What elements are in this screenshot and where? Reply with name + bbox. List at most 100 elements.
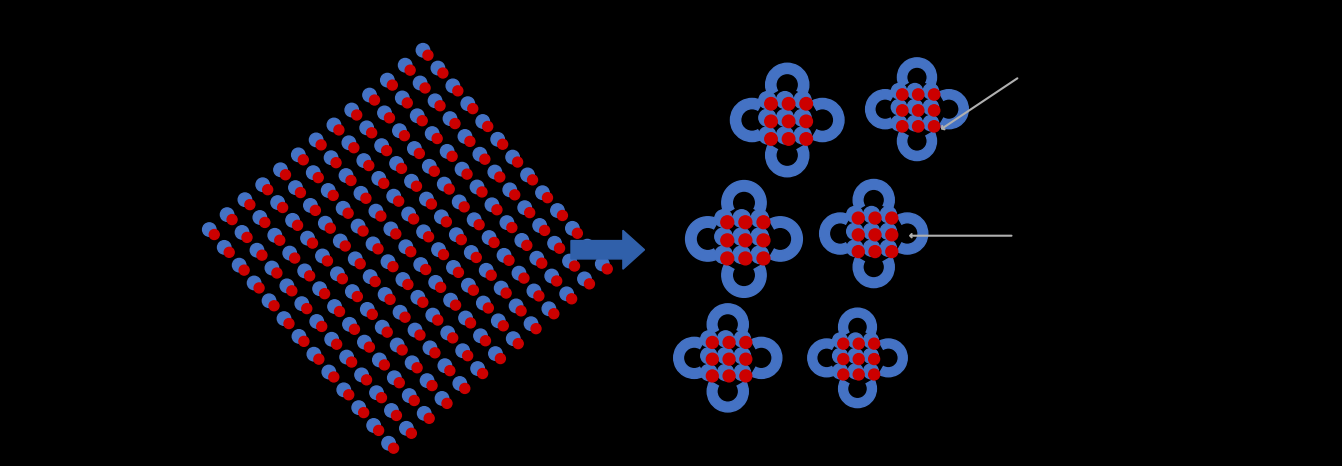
Wedge shape — [722, 180, 766, 214]
Circle shape — [452, 195, 466, 209]
Circle shape — [378, 288, 392, 301]
Circle shape — [505, 255, 514, 265]
Circle shape — [334, 125, 344, 135]
Circle shape — [501, 288, 511, 298]
Circle shape — [256, 250, 267, 260]
Circle shape — [280, 170, 290, 180]
Circle shape — [374, 139, 388, 152]
Circle shape — [706, 370, 718, 382]
Circle shape — [385, 113, 395, 123]
Circle shape — [232, 259, 246, 272]
Circle shape — [303, 199, 317, 212]
Circle shape — [891, 116, 907, 131]
Circle shape — [302, 304, 311, 314]
Circle shape — [491, 132, 505, 146]
Circle shape — [314, 354, 323, 364]
Circle shape — [495, 354, 506, 363]
Circle shape — [715, 228, 733, 246]
Circle shape — [715, 246, 733, 263]
Circle shape — [896, 89, 909, 100]
Circle shape — [880, 223, 896, 240]
Circle shape — [848, 364, 863, 379]
Circle shape — [329, 191, 338, 200]
Circle shape — [758, 109, 776, 126]
Circle shape — [424, 413, 435, 423]
Circle shape — [285, 319, 294, 329]
Circle shape — [349, 143, 358, 153]
Circle shape — [923, 99, 938, 115]
Circle shape — [437, 68, 448, 78]
Circle shape — [307, 348, 321, 361]
Circle shape — [476, 187, 487, 197]
Circle shape — [298, 264, 311, 278]
Circle shape — [513, 339, 523, 349]
Circle shape — [306, 166, 319, 179]
Circle shape — [907, 116, 922, 131]
Circle shape — [386, 190, 400, 203]
Circle shape — [378, 106, 392, 120]
Circle shape — [446, 79, 459, 93]
Circle shape — [358, 408, 369, 418]
Circle shape — [307, 238, 318, 248]
Wedge shape — [722, 264, 766, 297]
Circle shape — [403, 389, 416, 402]
Circle shape — [381, 74, 395, 87]
Circle shape — [325, 151, 338, 164]
Circle shape — [429, 276, 443, 289]
Circle shape — [480, 336, 490, 346]
Circle shape — [907, 83, 922, 99]
Circle shape — [886, 246, 898, 258]
Circle shape — [782, 115, 794, 128]
Circle shape — [471, 253, 482, 262]
Circle shape — [454, 267, 463, 277]
Circle shape — [325, 333, 338, 346]
Circle shape — [224, 247, 234, 257]
Circle shape — [870, 212, 880, 224]
Circle shape — [313, 172, 323, 183]
Circle shape — [432, 134, 442, 144]
Circle shape — [239, 265, 250, 275]
Circle shape — [896, 105, 909, 116]
Circle shape — [217, 240, 231, 254]
Circle shape — [293, 329, 306, 343]
Circle shape — [361, 375, 372, 385]
Circle shape — [527, 175, 538, 185]
Circle shape — [517, 306, 526, 316]
Circle shape — [467, 213, 480, 226]
Circle shape — [420, 374, 433, 387]
Circle shape — [929, 121, 939, 132]
Circle shape — [322, 365, 336, 379]
Circle shape — [274, 163, 287, 177]
Circle shape — [506, 332, 519, 345]
Circle shape — [848, 333, 863, 348]
Circle shape — [510, 190, 519, 200]
Circle shape — [832, 364, 848, 379]
Circle shape — [757, 234, 770, 247]
Circle shape — [482, 231, 495, 244]
Circle shape — [495, 172, 505, 182]
Circle shape — [340, 169, 353, 182]
Circle shape — [262, 294, 275, 308]
Circle shape — [349, 252, 362, 266]
Circle shape — [341, 241, 350, 251]
Circle shape — [832, 333, 848, 348]
Circle shape — [423, 50, 433, 60]
Circle shape — [471, 362, 484, 375]
Circle shape — [275, 235, 285, 245]
Circle shape — [436, 282, 446, 292]
Circle shape — [381, 255, 395, 268]
Circle shape — [794, 109, 811, 126]
Circle shape — [298, 155, 309, 165]
Circle shape — [357, 154, 370, 167]
Wedge shape — [769, 217, 803, 261]
Circle shape — [417, 297, 428, 307]
Circle shape — [322, 256, 333, 266]
Circle shape — [458, 130, 471, 143]
Circle shape — [863, 333, 879, 348]
Circle shape — [447, 260, 460, 274]
Circle shape — [405, 356, 419, 370]
Circle shape — [330, 267, 344, 281]
Circle shape — [863, 364, 879, 379]
Circle shape — [396, 273, 409, 286]
Circle shape — [548, 237, 561, 250]
